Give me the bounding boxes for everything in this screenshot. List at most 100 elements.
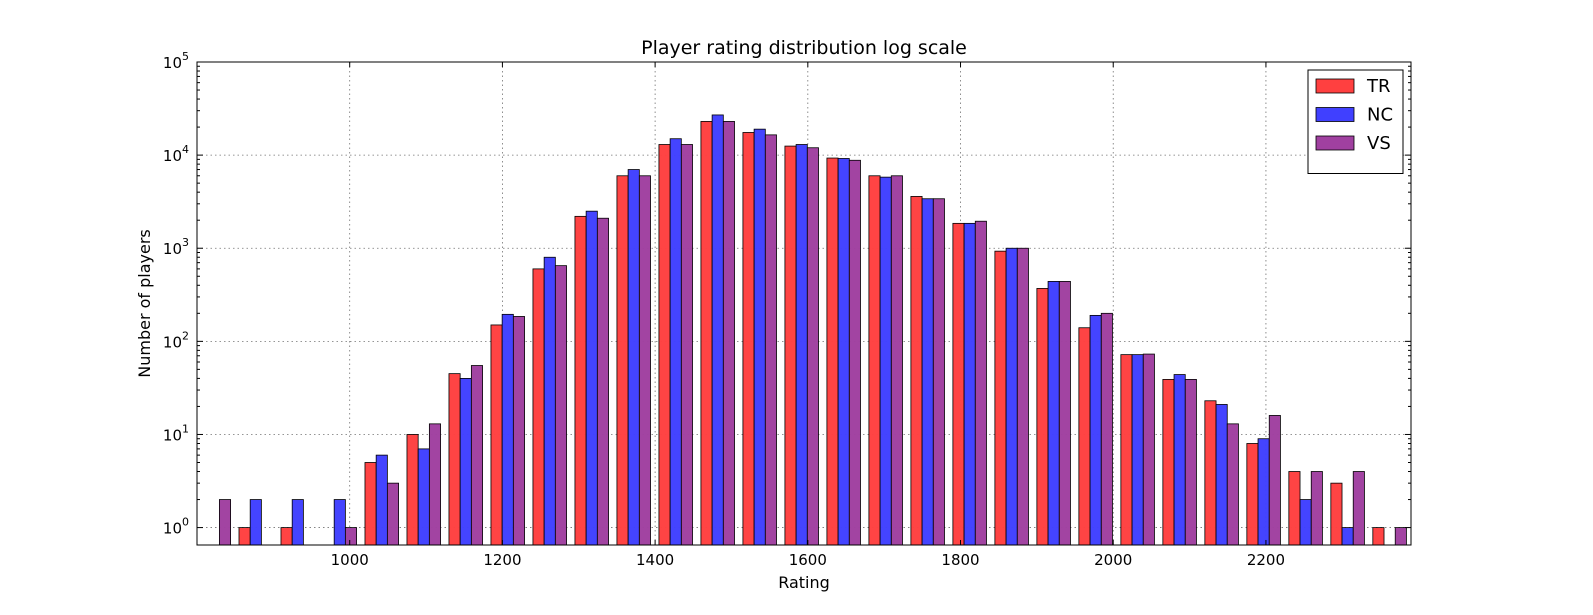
legend-label-vs: VS <box>1367 133 1391 154</box>
bar-vs <box>1058 281 1071 546</box>
ticks: 1000 1200 1400 1600 1800 2000 2200 100 101 102 103… <box>163 50 1411 569</box>
bar-nc <box>1257 438 1270 546</box>
bar-nc <box>879 176 892 546</box>
x-tick-label: 1000 <box>331 551 369 569</box>
bar-tr <box>616 175 629 546</box>
bar-nc <box>375 454 388 546</box>
y-tick-label: 103 <box>163 236 189 258</box>
y-tick-label: 101 <box>163 422 189 444</box>
legend-swatch-nc <box>1315 107 1355 122</box>
y-tick-label: 104 <box>163 143 189 165</box>
bar-vs <box>386 482 399 546</box>
bar-vs <box>344 527 357 546</box>
bar-nc <box>501 313 514 546</box>
bar-nc <box>1005 247 1018 546</box>
bar-nc <box>291 499 304 546</box>
bar-nc <box>1089 314 1102 546</box>
bar-vs <box>680 144 693 546</box>
chart-title: Player rating distribution log scale <box>641 37 967 59</box>
bar-tr <box>994 250 1007 546</box>
y-tick-label: 100 <box>163 516 189 538</box>
bar-vs <box>1352 471 1365 546</box>
bar-vs <box>1394 527 1407 546</box>
bar-tr <box>1162 379 1175 546</box>
bar-vs <box>1016 247 1029 546</box>
bar-nc <box>1299 499 1312 546</box>
x-tick-label: 1400 <box>636 551 674 569</box>
bar-tr <box>742 132 755 546</box>
bar-tr <box>952 222 965 546</box>
bar-vs <box>974 220 987 546</box>
bar-vs <box>218 499 231 546</box>
bar-vs <box>932 198 945 546</box>
bar-nc <box>837 158 850 546</box>
bar-nc <box>627 169 640 546</box>
bar-tr <box>574 215 587 546</box>
bar-nc <box>963 222 976 546</box>
bar-tr <box>532 268 545 546</box>
bar-vs <box>1184 379 1197 546</box>
bar-vs <box>638 175 651 546</box>
bar-nc <box>1047 281 1060 546</box>
bar-nc <box>795 144 808 546</box>
y-tick-label: 102 <box>163 329 189 351</box>
bar-tr <box>1036 288 1049 546</box>
bar-nc <box>1173 374 1186 546</box>
legend-swatch-tr <box>1315 78 1355 94</box>
x-tick-label: 2000 <box>1094 551 1132 569</box>
bar-tr <box>280 527 293 546</box>
bar-nc <box>417 448 430 546</box>
x-axis-title: Rating <box>778 573 830 592</box>
x-tick-label: 1800 <box>941 551 979 569</box>
bar-tr <box>1330 482 1343 546</box>
plot-frame <box>196 61 1412 546</box>
bar-nc <box>669 138 682 546</box>
bar-vs <box>1142 353 1155 546</box>
bar-vs <box>1100 312 1113 546</box>
bar-vs <box>1268 415 1281 546</box>
bar-vs <box>848 159 861 546</box>
bar-nc <box>543 256 556 546</box>
bar-vs <box>806 147 819 546</box>
bar-tr <box>826 157 839 546</box>
bar-tr <box>1372 527 1385 546</box>
bar-vs <box>512 316 525 546</box>
x-tick-label: 1600 <box>789 551 827 569</box>
y-axis-title: Number of players <box>135 229 154 378</box>
bar-tr <box>1246 443 1259 546</box>
bar-nc <box>1215 404 1228 546</box>
bar-vs <box>428 423 441 546</box>
bar-vs <box>1310 471 1323 546</box>
x-tick-label: 1200 <box>483 551 521 569</box>
legend-label-nc: NC <box>1367 105 1393 126</box>
bar-nc <box>921 198 934 546</box>
bar-nc <box>753 128 766 546</box>
bar-tr <box>448 373 461 546</box>
bars <box>218 114 1407 546</box>
y-tick-label: 105 <box>163 50 189 72</box>
bar-vs <box>470 365 483 546</box>
bar-nc <box>585 210 598 546</box>
bar-tr <box>1120 354 1133 546</box>
bar-nc <box>333 499 346 546</box>
bar-vs <box>1226 423 1239 546</box>
bar-nc <box>711 114 724 546</box>
bar-nc <box>249 499 262 546</box>
bar-tr <box>910 196 923 546</box>
bar-tr <box>406 434 419 546</box>
bar-tr <box>1078 327 1091 546</box>
bar-tr <box>700 121 713 546</box>
legend: TR NC VS <box>1307 69 1404 174</box>
bar-vs <box>596 217 609 546</box>
bar-vs <box>722 121 735 546</box>
bar-vs <box>554 265 567 546</box>
bar-nc <box>1131 354 1144 546</box>
bar-tr <box>784 145 797 546</box>
bar-vs <box>764 134 777 546</box>
bar-tr <box>490 324 503 546</box>
legend-label-tr: TR <box>1366 76 1391 97</box>
bar-tr <box>1288 471 1301 546</box>
bar-tr <box>364 462 377 546</box>
bar-tr <box>238 527 251 546</box>
